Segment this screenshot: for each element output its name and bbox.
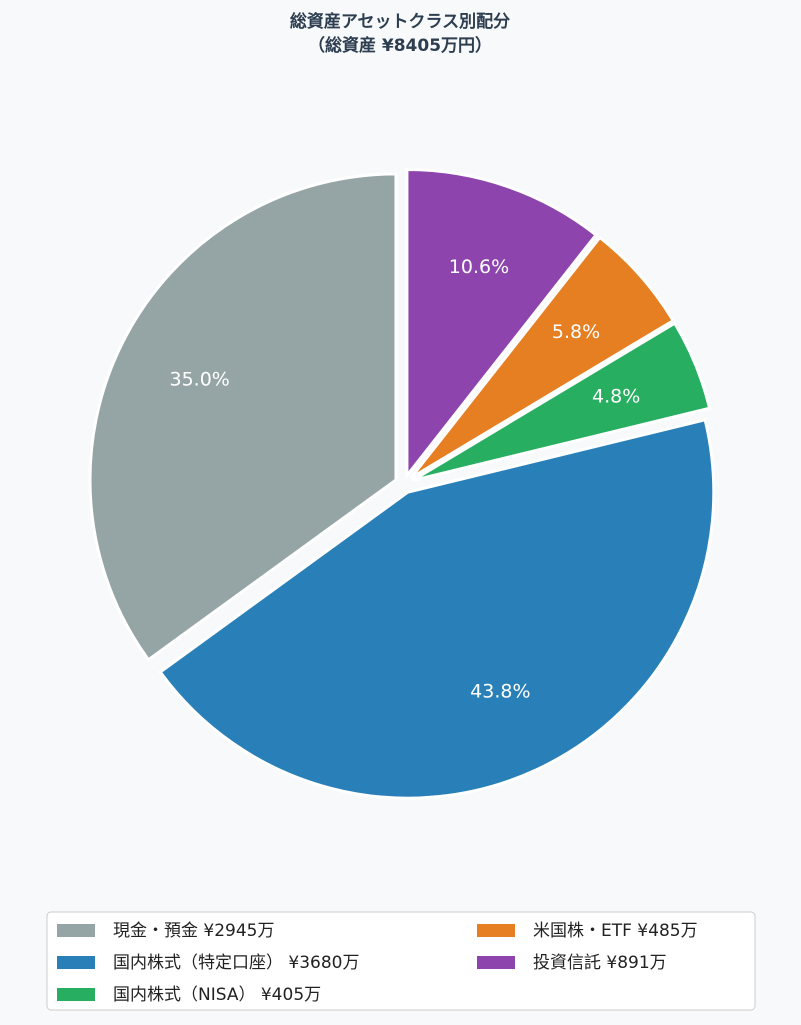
slice-label: 35.0% [169, 368, 229, 390]
legend-swatch [57, 988, 95, 1001]
legend-swatch [57, 924, 95, 937]
legend-swatch [57, 956, 95, 969]
chart-subtitle: （総資産 ¥8405万円） [308, 35, 492, 56]
legend-swatch [477, 924, 515, 937]
legend-label: 投資信託 ¥891万 [533, 953, 667, 973]
legend-label: 国内株式（NISA） ¥405万 [113, 985, 321, 1005]
pie-slice [405, 167, 599, 480]
pie-slice [411, 321, 712, 483]
slice-label: 43.8% [470, 681, 530, 703]
slice-label: 10.6% [449, 256, 509, 278]
chart-title: 総資産アセットクラス別配分 [290, 11, 510, 32]
pie-slice [409, 235, 676, 480]
legend-label: 現金・預金 ¥2945万 [113, 921, 274, 941]
slice-label: 5.8% [552, 321, 600, 343]
legend-label: 米国株・ETF ¥485万 [533, 921, 698, 941]
legend-swatch [477, 956, 515, 969]
legend-box [46, 911, 756, 1011]
legend-label: 国内株式（特定口座） ¥3680万 [113, 953, 359, 973]
slice-label: 4.8% [592, 385, 640, 407]
pie-slice [158, 417, 716, 800]
pie-slice [88, 172, 398, 662]
